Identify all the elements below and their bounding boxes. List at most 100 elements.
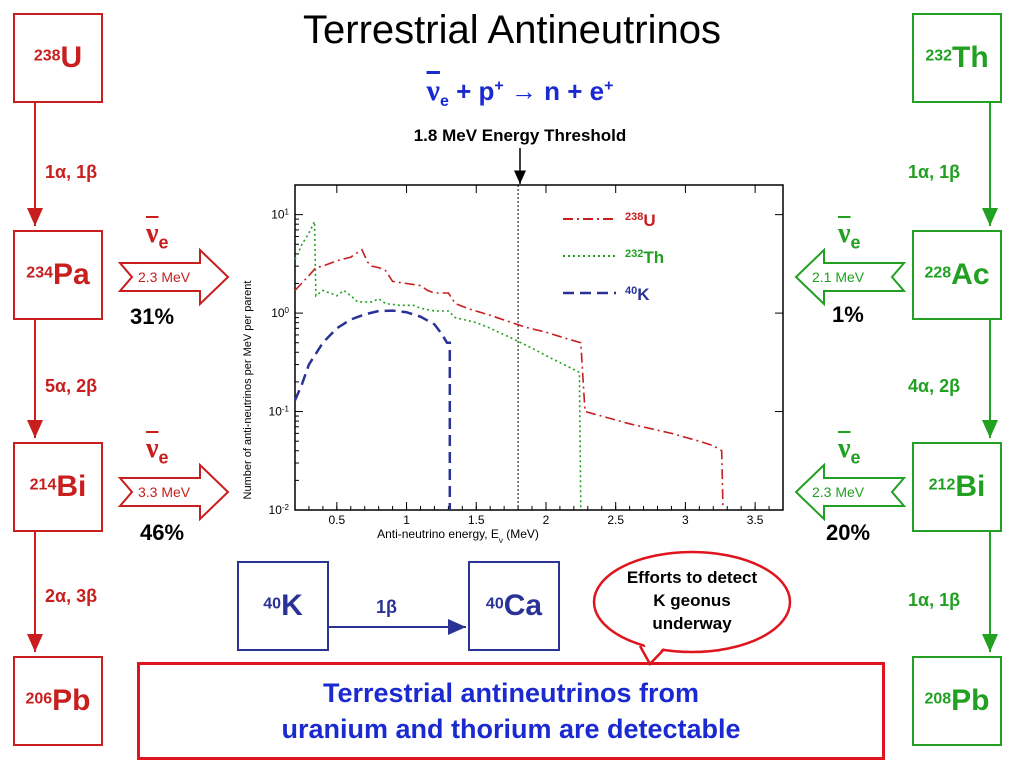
series-line-k [293,309,452,510]
th-emission-arrow-2 [794,462,907,522]
x-tick-label: 3 [682,513,689,527]
x-tick-label: 2 [543,513,550,527]
th-antineutrino-2: νe [838,433,861,469]
th-decay-label-1: 1α, 1β [908,162,961,182]
u-energy-2: 3.3 MeV [138,484,191,500]
u-nu-1: ν [146,218,159,249]
th-decay-label-3: 1α, 1β [908,590,961,610]
u-decay-label-2: 5α, 2β [45,376,98,396]
callout-line-1: Efforts to detect [626,568,758,587]
legend-label-th: 232Th [625,248,664,267]
chart-y-axis-label: Number of anti-neutrinos per MeV per par… [242,281,254,500]
legend-label-u: 238U [625,211,656,230]
antineutrino-symbol: ν [426,74,440,107]
u-energy-1: 2.3 MeV [138,269,191,285]
nuclide-pb208: 208Pb [912,656,1002,746]
nuclide-pb206: 206Pb [13,656,103,746]
bi214-mass: 214 [29,476,57,494]
u-decay-label-1: 1α, 1β [45,162,98,182]
bi212-mass: 212 [928,476,956,494]
y-tick-label: 10-1 [269,404,290,419]
ca40-symbol: Ca [503,589,543,622]
legend-label-k: 40K [625,285,650,304]
u238-mass: 238 [33,47,61,65]
x-tick-label: 2.5 [607,513,624,527]
antineutrino-spectrum-chart: 0.5 1 1.5 2 2.5 3 3.5 10-2 10-1 100 101 238U 232Th 4… [242,184,784,545]
th-decay-label-2: 4α, 2β [908,376,961,396]
th-nu-2-sub: e [850,447,861,468]
nuclide-u238: 238U [13,13,103,103]
u-nu-1-sub: e [158,232,169,253]
reaction-nu-sub: e [439,93,449,111]
th-energy-1: 2.1 MeV [812,269,865,285]
nuclide-ac228: 228Ac [912,230,1002,320]
u-antineutrino-2: νe [146,433,169,469]
reaction-proton-charge: + [494,77,504,95]
k40-mass: 40 [263,595,282,613]
u-emission-arrow-2 [117,462,230,522]
series-line-th [294,221,582,511]
nuclide-k40: 40K [237,561,329,651]
slide-title: Terrestrial Antineutrinos [303,8,721,52]
callout-line-3: underway [652,614,732,633]
u-decay-label-3: 2α, 3β [45,586,98,606]
x-tick-label: 3.5 [747,513,764,527]
x-tick-label: 1.5 [468,513,485,527]
pb206-symbol: Pb [52,684,91,717]
k-decay-label: 1β [376,597,397,617]
th-nu-1: ν [838,218,851,249]
reaction-equation: νe + p+ → n + e+ [0,74,1024,111]
ac228-mass: 228 [924,264,952,282]
u-nu-2-sub: e [158,447,169,468]
th-percent-1: 1% [832,302,864,327]
chart-plot-area [294,184,784,511]
pb208-mass: 208 [924,690,952,708]
callout-line-2: K geonus [653,591,731,610]
nuclide-th232: 232Th [912,13,1002,103]
x-tick-label: 1 [403,513,410,527]
series-line-u [294,248,724,511]
pa234-mass: 234 [26,264,53,282]
u238-symbol: U [60,41,83,74]
conclusion-line-1: Terrestrial antineutrinos from [322,678,700,708]
reaction-positron-charge: + [604,77,614,95]
bi214-symbol: Bi [56,470,87,503]
threshold-label: 1.8 MeV Energy Threshold [413,126,627,145]
bi212-symbol: Bi [955,470,986,503]
th-percent-2: 20% [826,520,871,545]
th-nu-1-sub: e [850,232,861,253]
conclusion-box: Terrestrial antineutrinos from uranium a… [137,662,885,760]
k-geonus-callout: Efforts to detect K geonus underway [592,566,792,635]
nuclide-bi212: 212Bi [912,442,1002,532]
pb206-mass: 206 [25,690,53,708]
y-tick-label: 100 [271,306,289,321]
ca40-mass: 40 [485,595,504,613]
th-nu-2: ν [838,433,851,464]
u-emission-arrow-1 [117,247,230,307]
pa234-symbol: Pa [53,258,90,291]
ac228-symbol: Ac [951,258,990,291]
reaction-products: → n + e [503,76,605,106]
x-tick-label: 0.5 [328,513,345,527]
th232-mass: 232 [925,47,953,65]
th-energy-2: 2.3 MeV [812,484,865,500]
y-tick-label: 101 [271,207,289,222]
chart-x-axis-label: Anti-neutrino energy, Eν (MeV) [377,527,539,545]
reaction-proton: + p [448,76,495,106]
u-antineutrino-1: νe [146,218,169,254]
u-nu-2: ν [146,433,159,464]
nuclide-ca40: 40Ca [468,561,560,651]
nuclide-bi214: 214Bi [13,442,103,532]
y-tick-label: 10-2 [269,503,290,518]
u-percent-2: 46% [140,520,185,545]
u-percent-1: 31% [130,304,175,329]
th-emission-arrow-1 [794,247,907,307]
nuclide-pa234: 234Pa [13,230,103,320]
th-antineutrino-1: νe [838,218,861,254]
bubble-outline [592,550,792,654]
conclusion-line-2: uranium and thorium are detectable [281,714,741,744]
th232-symbol: Th [952,41,989,74]
pb208-symbol: Pb [951,684,990,717]
k40-symbol: K [281,589,303,622]
